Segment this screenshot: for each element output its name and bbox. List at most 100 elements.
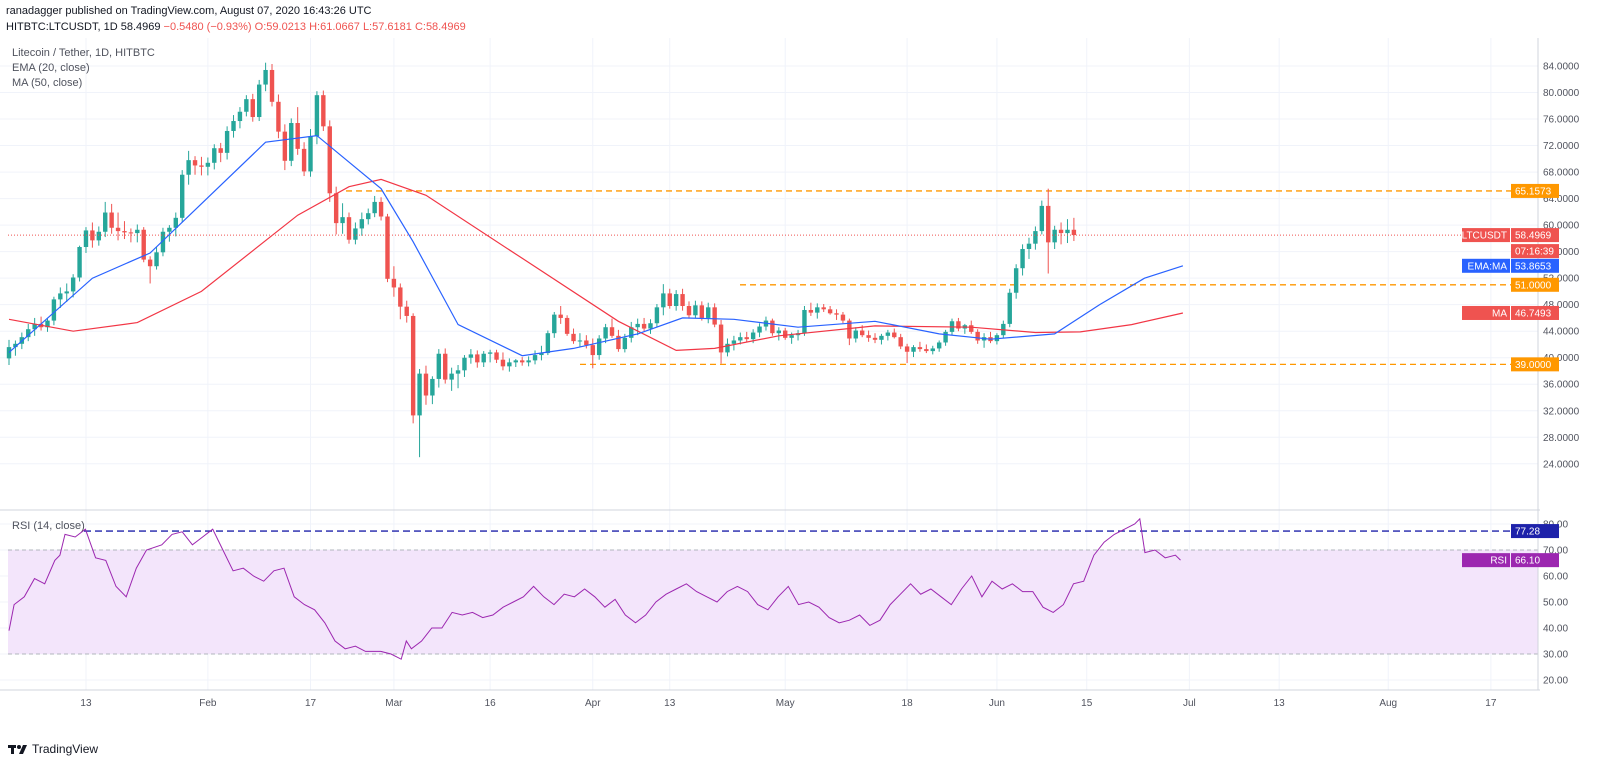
candle-body — [725, 343, 730, 353]
legend-rsi: RSI (14, close) — [12, 520, 85, 532]
rsi-band — [8, 550, 1538, 654]
high-value: H:61.0667 — [309, 21, 360, 33]
candle-body — [500, 359, 506, 367]
candle-body — [366, 213, 371, 220]
candle-body — [167, 227, 172, 232]
time-tick-label: Aug — [1379, 698, 1397, 709]
tag-label-box — [1462, 553, 1510, 568]
candle-body — [32, 323, 37, 330]
rsi-line — [8, 517, 1181, 660]
tag-value: 66.10 — [1515, 556, 1540, 567]
candle-body — [1046, 205, 1051, 243]
candle-body — [83, 230, 89, 247]
price-tick-label: 76.0000 — [1543, 115, 1580, 126]
candle-body — [532, 355, 538, 361]
candle-body — [821, 307, 826, 310]
tag-label: LTCUSDT — [1462, 231, 1507, 242]
rsi-tick-label: 40.00 — [1543, 624, 1568, 635]
candle-body — [885, 332, 891, 336]
tag-box — [1511, 183, 1559, 198]
price-tick-label: 24.0000 — [1543, 459, 1580, 470]
chart-header: ranadagger published on TradingView.com,… — [6, 4, 466, 34]
candle-body — [757, 326, 762, 333]
candle-body — [436, 353, 442, 379]
candle-body — [815, 307, 820, 313]
candle-body — [853, 330, 858, 339]
candle-body — [943, 331, 948, 343]
candle-body — [250, 99, 255, 118]
candle-body — [507, 362, 512, 367]
tag-box — [1511, 357, 1559, 372]
tag-label: RSI — [1490, 556, 1507, 567]
candle-body — [378, 201, 384, 217]
candle-body — [513, 360, 518, 363]
rsi-tick-label: 70.00 — [1543, 546, 1568, 557]
tag-label-box — [1462, 258, 1510, 273]
price-change: −0.5480 (−0.93%) — [163, 21, 252, 33]
rsi-tick-label: 30.00 — [1543, 650, 1568, 661]
candle-body — [154, 252, 159, 267]
candle-body — [340, 217, 345, 224]
candle-body — [956, 321, 961, 329]
tag-value: 58.4969 — [1515, 231, 1552, 242]
candle-body — [6, 347, 12, 359]
candle-body — [212, 148, 217, 163]
candle-body — [629, 327, 634, 338]
candle-body — [64, 291, 69, 294]
price-tick-label: 64.0000 — [1543, 194, 1580, 205]
tag-value: 53.8653 — [1515, 261, 1552, 272]
candle-body — [770, 320, 775, 334]
candle-body — [115, 227, 121, 232]
candle-body — [141, 229, 146, 260]
tag-label: EMA:MA — [1468, 261, 1508, 272]
rsi-tick-label: 60.00 — [1543, 572, 1568, 583]
tag-label-box — [1462, 305, 1510, 320]
price-tags: 65.1573 LTCUSDT 58.4969 07:16:39 EMA:MA 53.86… — [1462, 183, 1559, 568]
candle-body — [199, 165, 204, 167]
candle-body — [783, 330, 788, 338]
candle-body — [879, 335, 884, 340]
candle-body — [449, 373, 454, 380]
candle-body — [802, 309, 807, 334]
candle-body — [1026, 243, 1032, 249]
candle-body — [859, 330, 865, 336]
tag-value: 39.0000 — [1515, 360, 1552, 371]
candle-body — [128, 232, 134, 234]
price-tick-label: 72.0000 — [1543, 141, 1580, 152]
low-value: L:57.6181 — [362, 21, 412, 33]
candle-body — [1071, 229, 1077, 236]
candle-body — [359, 219, 365, 229]
candle-body — [911, 347, 916, 352]
candle-body — [847, 320, 852, 339]
candle-body — [808, 309, 814, 313]
candle-body — [1033, 231, 1038, 244]
price-tick-label: 68.0000 — [1543, 168, 1580, 179]
tag-label-box — [1462, 228, 1510, 243]
candle-body — [866, 335, 871, 338]
rsi-tick-label: 50.00 — [1543, 598, 1568, 609]
candle-body — [295, 123, 300, 149]
symbol: HITBTC:LTCUSDT, 1D — [6, 21, 118, 33]
candle-body — [13, 343, 18, 348]
candle-body — [26, 329, 31, 338]
price-tick-label: 36.0000 — [1543, 380, 1580, 391]
price-chart[interactable]: 84.0000 80.0000 76.0000 72.0000 68.0000 64.00… — [0, 0, 1600, 740]
candle-body — [430, 378, 435, 396]
price-tick-label: 32.0000 — [1543, 406, 1580, 417]
candle-body — [263, 69, 268, 85]
candle-body — [564, 317, 570, 334]
candle-body — [391, 278, 397, 288]
price-tick-label: 52.0000 — [1543, 274, 1580, 285]
candle-body — [423, 373, 429, 396]
candle-body — [635, 323, 640, 328]
candle-body — [186, 160, 191, 175]
close-value: C:58.4969 — [414, 21, 466, 33]
legend-ma: MA (50, close) — [12, 77, 82, 89]
candle-body — [892, 332, 897, 338]
candle-body — [256, 84, 262, 118]
candle-body — [289, 123, 294, 161]
candle-body — [789, 335, 794, 338]
candle-body — [109, 212, 114, 228]
candle-body — [596, 338, 602, 356]
tag-box — [1511, 258, 1559, 273]
